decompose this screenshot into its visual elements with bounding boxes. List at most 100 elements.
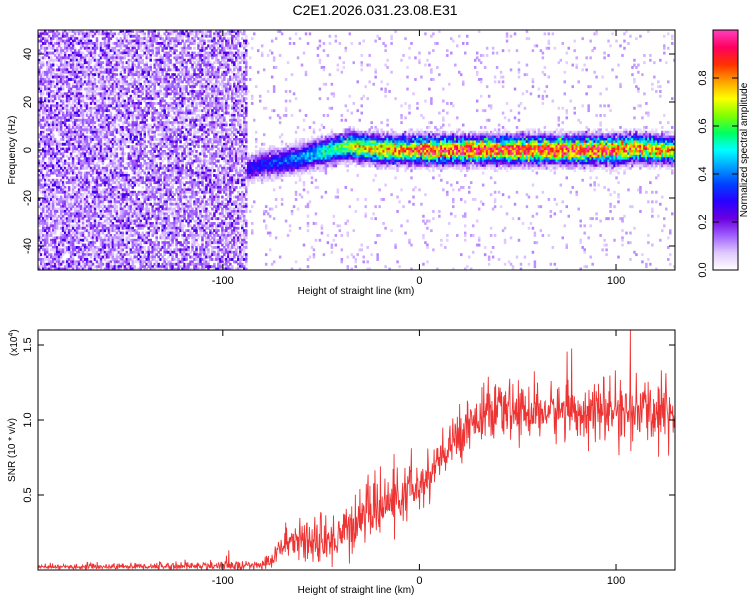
spectrogram-cell (123, 178, 127, 182)
spectrogram-cell (105, 118, 109, 122)
spectrogram-cell (137, 140, 141, 144)
spectrogram-cell (167, 188, 170, 192)
spectrogram-cell (97, 262, 101, 266)
spectrogram-cell (43, 85, 47, 89)
spectrogram-cell (121, 236, 125, 240)
spectrogram-cell (41, 226, 45, 230)
spectrogram-cell (87, 162, 91, 165)
spectrogram-cell (105, 190, 109, 194)
spectrogram-cell (131, 39, 135, 43)
spectrogram-cell (169, 200, 172, 204)
spectrogram-cell (163, 246, 166, 249)
spectrogram-cell (131, 118, 135, 122)
spectrogram-cell (113, 135, 117, 139)
spectrogram-cell (125, 116, 129, 120)
spectrogram-cell (83, 207, 87, 211)
spectrogram-cell (81, 70, 85, 74)
spectrogram-cell (95, 181, 99, 185)
spectrogram-cell (43, 46, 47, 50)
spectrogram-cell (43, 80, 47, 84)
spectrogram-cell (169, 58, 172, 62)
spectrogram-cell (73, 154, 77, 158)
spectrogram-cell (95, 205, 99, 209)
spectrogram-cell (49, 82, 53, 86)
spectrogram-cell (113, 174, 117, 177)
spectrogram-cell (165, 262, 168, 266)
spectrogram-cell (89, 82, 93, 86)
spectrogram-cell (171, 130, 174, 134)
spectrogram-cell (85, 126, 89, 129)
spectrogram-cell (133, 210, 137, 213)
spectrogram-cell (47, 34, 51, 38)
spectrogram-cell (39, 253, 43, 257)
spectrogram-cell (127, 217, 131, 221)
spectrogram-cell (67, 229, 71, 233)
spectrogram-cell (113, 262, 117, 266)
spectrogram-cell (105, 54, 109, 57)
spectrogram-cell (89, 205, 93, 209)
spectrogram-cell (93, 183, 97, 187)
spectrogram-cell (95, 169, 99, 173)
spectrogram-cell (81, 32, 85, 36)
spectrogram-cell (157, 157, 160, 161)
spectrogram-cell (69, 51, 73, 55)
spectrogram-cell (155, 243, 158, 247)
spectrogram-cell (105, 94, 109, 98)
spectrogram-cell (57, 90, 61, 93)
spectrogram-cell (75, 222, 79, 225)
spectrogram-cell (95, 42, 99, 45)
spectrogram-cell (75, 66, 79, 69)
spectrogram-cell (133, 51, 137, 55)
spectrogram-cell (175, 258, 178, 261)
spectrogram-cell (73, 147, 77, 151)
spectrogram-cell (55, 87, 59, 91)
spectrogram-cell (119, 183, 123, 187)
spectrogram-cell (107, 207, 111, 211)
spectrogram-cell (141, 49, 145, 53)
spectrogram-cell (165, 130, 168, 134)
spectrogram-cell (47, 152, 51, 156)
spectrogram-cell (51, 200, 55, 204)
spectrogram-cell (47, 111, 51, 115)
spectrogram-cell (133, 114, 137, 117)
spectrogram-cell (159, 42, 162, 45)
spectrogram-cell (119, 169, 123, 173)
spectrogram-cell (123, 99, 127, 103)
spectrogram-cell (49, 152, 53, 156)
spectrogram-cell (49, 140, 53, 144)
spectrogram-cell (81, 219, 85, 223)
spectrogram-cell (135, 54, 139, 57)
spectrogram-cell (49, 267, 53, 270)
spectrogram-cell (55, 255, 59, 259)
spectrogram-cell (45, 241, 49, 245)
spectrogram-cell (73, 126, 77, 129)
spectrogram-cell (43, 56, 47, 60)
spectrogram-cell (135, 51, 139, 55)
spectrogram-cell (69, 75, 73, 79)
spectrogram-cell (127, 157, 131, 161)
spectrogram-cell (75, 190, 79, 194)
spectrogram-cell (63, 222, 67, 225)
spectrogram-cell (69, 138, 73, 141)
spectrogram-cell (145, 42, 148, 45)
spectrogram-cell (71, 231, 75, 235)
spectrogram-cell (81, 265, 85, 269)
spectrogram-cell (111, 265, 115, 269)
spectrogram-cell (95, 109, 99, 113)
spectrogram-cell (159, 174, 162, 177)
spectrogram-cell (141, 114, 145, 117)
spectrogram-cell (95, 142, 99, 146)
spectrogram-cell (175, 111, 178, 115)
spectrogram-cell (125, 118, 129, 122)
spectrogram-cell (105, 92, 109, 96)
spectrogram-cell (133, 109, 137, 113)
spectrogram-cell (39, 171, 43, 175)
spectrogram-cell (69, 200, 73, 204)
spectrogram-cell (169, 236, 172, 240)
spectrogram-cell (109, 224, 113, 228)
spectrogram-cell (131, 104, 135, 108)
spectrogram-cell (153, 224, 156, 228)
spectrogram-cell (93, 188, 97, 192)
spectrogram-cell (59, 39, 63, 43)
spectrogram-cell (131, 198, 135, 201)
